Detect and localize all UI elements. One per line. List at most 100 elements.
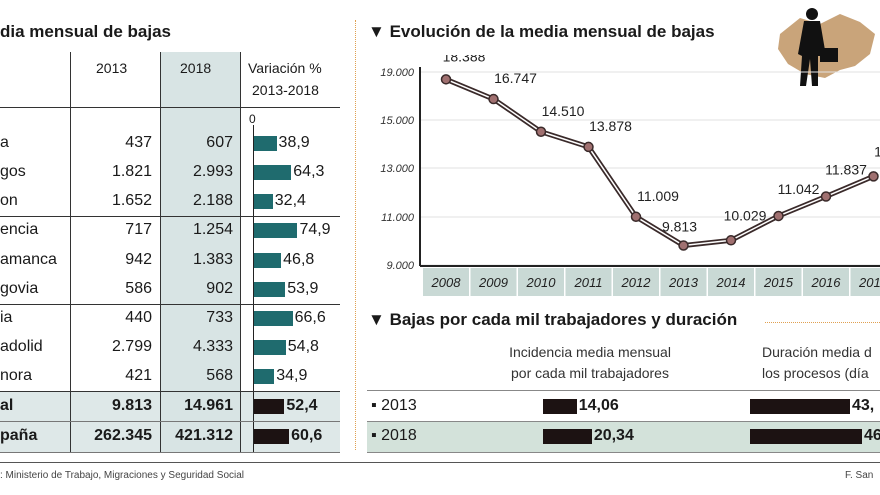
value-2018: 1.383 [192, 251, 233, 268]
variation-label: 32,4 [274, 192, 306, 209]
variation-label: 38,9 [278, 134, 310, 151]
data-label: 11.009 [637, 188, 679, 204]
data-point [773, 210, 784, 222]
incidence-label: 20,34 [593, 427, 634, 444]
x-tick-label: 2016 [811, 275, 842, 290]
value-2018: 4.333 [192, 338, 233, 355]
row-name: govia [0, 280, 39, 297]
row-name: paña [0, 427, 38, 444]
data-label: 10.029 [724, 207, 767, 223]
bottom-title-text: Bajas por cada mil trabajadores y duraci… [389, 310, 738, 329]
x-tick-label: 2015 [763, 275, 794, 290]
col-divider [240, 52, 241, 452]
x-band-cell [470, 268, 517, 296]
year-text: 2013 [381, 397, 417, 414]
y-tick-label: 19.000 [380, 67, 415, 79]
data-label: 11.837 [825, 161, 867, 177]
variation-bar [254, 223, 298, 238]
x-band-cell [423, 268, 469, 296]
x-band-cell [565, 268, 612, 296]
row-name: amanca [0, 251, 57, 268]
x-band-cell [660, 268, 707, 296]
incidence-header-1: Incidencia media mensual [509, 344, 671, 360]
incidence-bar [543, 399, 577, 414]
col-2018-shade [161, 52, 240, 452]
variation-label: 74,9 [299, 221, 331, 238]
x-band-cell [518, 268, 564, 296]
variation-bar [254, 282, 286, 297]
worker-map-icon [778, 8, 875, 86]
row-name: gos [0, 163, 26, 180]
header-variation: Variación % [248, 60, 322, 76]
variation-bar [254, 165, 292, 180]
year-text: 2018 [381, 427, 417, 444]
duration-bar [750, 429, 862, 444]
value-2013: 440 [125, 309, 152, 326]
variation-bar [254, 194, 273, 209]
row-name: ia [0, 309, 13, 326]
data-label: 13.878 [589, 118, 632, 134]
year-label: ▪ 2013 [371, 397, 417, 414]
header-variation-years: 2013-2018 [252, 82, 319, 98]
data-label: 11.042 [778, 181, 820, 197]
header-2018: 2018 [180, 60, 212, 76]
divider [367, 421, 880, 422]
x-band-cell [803, 268, 849, 296]
panel-divider [355, 20, 356, 450]
zero-label: 0 [249, 112, 256, 126]
value-2013: 942 [125, 251, 152, 268]
data-label: 18.388 [443, 55, 486, 64]
variation-bar [254, 340, 286, 355]
variation-label: 64,3 [293, 163, 325, 180]
incidence-label: 14,06 [578, 397, 619, 414]
series-line-outline [445, 77, 875, 249]
table-title: dia mensual de bajas [0, 22, 172, 41]
bottom-title: ▼ Bajas por cada mil trabajadores y dura… [368, 310, 738, 329]
row-name: al [0, 397, 14, 414]
variation-bar [254, 311, 293, 326]
divider [0, 391, 340, 392]
line-chart: 9.000 11.000 13.000 15.000 19.000 2008 2009 201… [380, 55, 880, 296]
x-band-cell [708, 268, 754, 296]
value-2013: 586 [125, 280, 152, 297]
duration-header-1: Duración media d [762, 344, 872, 360]
row-name: nora [0, 367, 33, 384]
series-line [445, 78, 874, 247]
duration-bar [750, 399, 850, 414]
value-2018: 421.312 [175, 427, 233, 444]
data-point [868, 171, 879, 182]
data-point [488, 93, 499, 105]
title-dots [765, 322, 880, 323]
value-2013: 262.345 [94, 427, 152, 444]
x-tick-label: 2008 [431, 275, 462, 290]
y-tick-label: 13.000 [380, 163, 415, 175]
variation-label: 60,6 [291, 427, 323, 444]
footer-rule [0, 462, 880, 463]
row-name: adolid [0, 338, 43, 355]
data-point [440, 74, 452, 85]
data-point [583, 141, 594, 153]
divider [0, 216, 340, 217]
value-2013: 2.799 [111, 338, 152, 355]
header-2013: 2013 [96, 60, 128, 76]
data-point [535, 126, 547, 138]
bar-baseline [253, 125, 254, 452]
data-point [820, 191, 832, 202]
y-tick-label: 15.000 [380, 115, 415, 127]
variation-bar [254, 399, 285, 414]
value-2018: 568 [206, 367, 233, 384]
x-band-cell [755, 268, 802, 296]
x-tick-label: 2014 [716, 275, 746, 290]
data-label: 16.747 [494, 70, 537, 86]
incidence-header: Incidencia media mensual por cada mil tra… [480, 342, 700, 384]
y-tick-label: 11.000 [381, 212, 415, 224]
value-2018: 14.961 [184, 397, 233, 414]
variation-label: 54,8 [287, 338, 319, 355]
variation-bar [254, 369, 275, 384]
x-tick-label: 2013 [668, 275, 699, 290]
divider [0, 304, 340, 305]
col-divider [160, 52, 161, 452]
credit-text: F. San [845, 470, 874, 481]
value-2018: 2.993 [192, 163, 233, 180]
variation-label: 52,4 [286, 397, 318, 414]
